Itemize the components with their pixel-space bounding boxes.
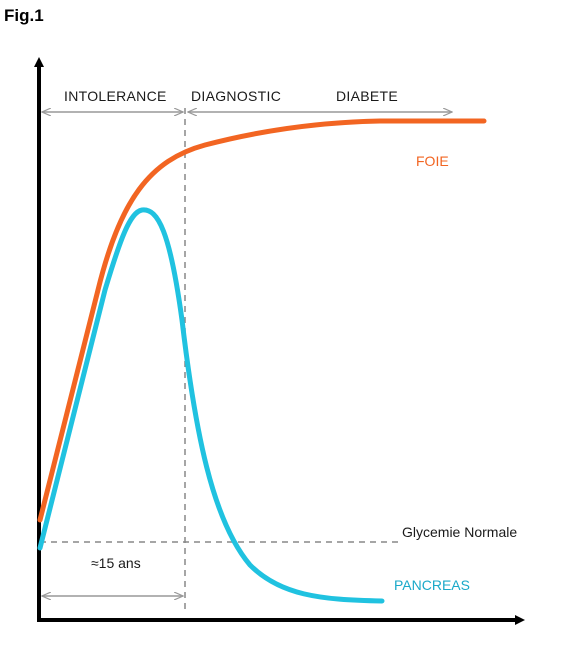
series-line-pancreas [37, 207, 385, 604]
series-label-foie: FOIE [416, 153, 449, 169]
phase-label-diagnostic: DIAGNOSTIC [191, 88, 281, 104]
phase-label-diabete: DIABETE [336, 88, 398, 104]
series-label-pancreas: PANCREAS [394, 577, 470, 593]
series-line-foie [37, 118, 487, 523]
phase-label-intolerance: INTOLERANCE [64, 88, 167, 104]
duration-label: ≈15 ans [91, 555, 141, 571]
figure-label: Fig.1 [4, 6, 44, 25]
reference-line-label: Glycemie Normale [402, 524, 517, 540]
